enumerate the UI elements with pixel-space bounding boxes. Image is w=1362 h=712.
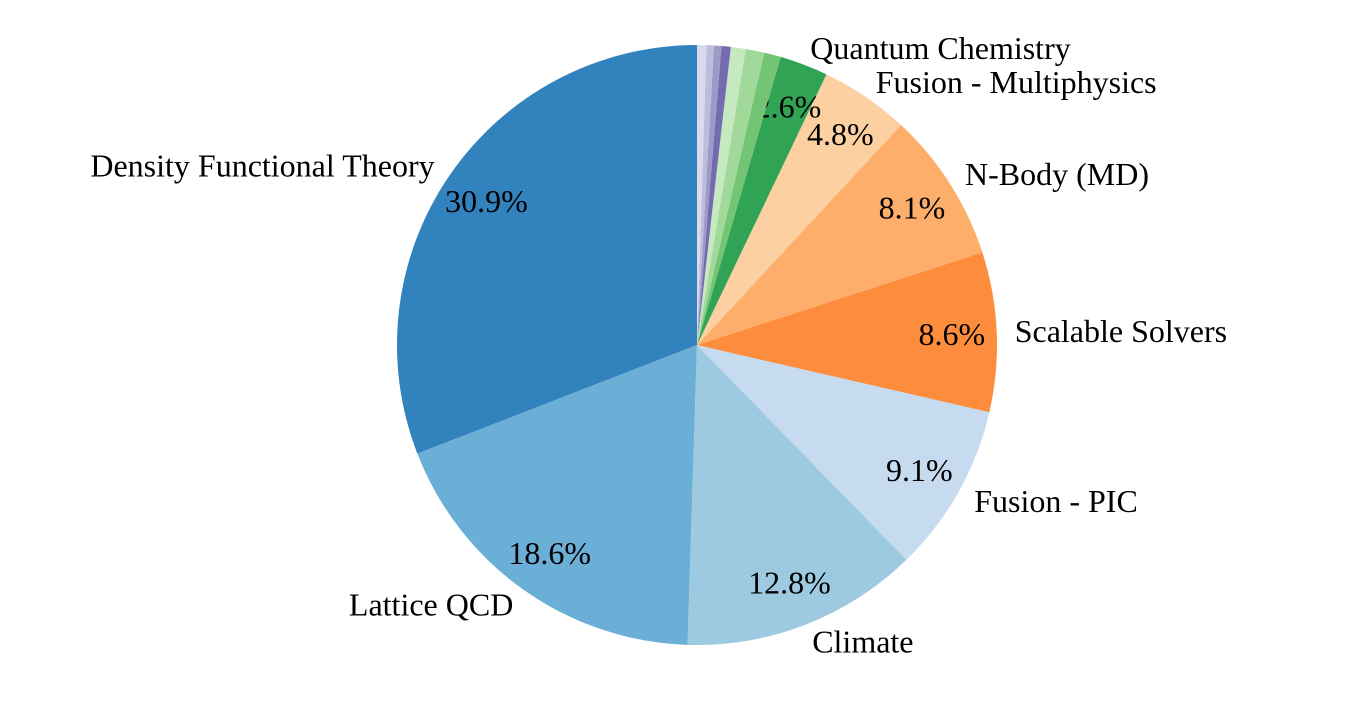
- slice-label-lattice-qcd: Lattice QCD: [349, 587, 513, 623]
- slice-pct-climate: 12.8%: [748, 565, 831, 601]
- slice-label-fusion-pic: Fusion - PIC: [974, 483, 1138, 519]
- pie-slice-lattice-qcd: [417, 345, 697, 645]
- slice-label-n-body-md: N-Body (MD): [965, 156, 1149, 192]
- slice-pct-lattice-qcd: 18.6%: [508, 535, 591, 571]
- slice-pct-scalable-solvers: 8.6%: [918, 316, 985, 352]
- pie-slice-quantum-chemistry: [697, 56, 827, 345]
- slice-pct-fusion-multiphysics: 4.8%: [807, 116, 874, 152]
- pie-slice-unlabeled-11: [697, 46, 731, 345]
- pie-slice-density-functional-theory: [397, 45, 697, 454]
- pie-slice-unlabeled-9: [697, 48, 765, 346]
- pie-slice-climate: [687, 345, 907, 645]
- pie-slice-unlabeled-14: [697, 45, 707, 345]
- slice-pct-density-functional-theory: 30.9%: [445, 183, 528, 219]
- slice-label-climate: Climate: [812, 623, 913, 659]
- slice-pct-n-body-md: 8.1%: [879, 190, 946, 226]
- pie-slice-unlabeled-8: [697, 52, 781, 345]
- slice-label-fusion-multiphysics: Fusion - Multiphysics: [876, 64, 1157, 100]
- pie-slice-unlabeled-13: [697, 45, 714, 346]
- slice-label-quantum-chemistry: Quantum Chemistry: [810, 30, 1070, 66]
- pie-slice-unlabeled-10: [697, 46, 746, 346]
- slice-label-density-functional-theory: Density Functional Theory: [90, 147, 434, 183]
- pie-slice-scalable-solvers: [697, 252, 998, 413]
- pie-slice-unlabeled-12: [697, 45, 722, 345]
- pie-slice-fusion-pic: [697, 345, 990, 560]
- slice-label-scalable-solvers: Scalable Solvers: [1015, 313, 1227, 349]
- pie-slice-n-body-md: [697, 125, 983, 346]
- slice-pct-fusion-pic: 9.1%: [886, 452, 953, 488]
- pie-slice-fusion-multiphysics: [697, 74, 901, 346]
